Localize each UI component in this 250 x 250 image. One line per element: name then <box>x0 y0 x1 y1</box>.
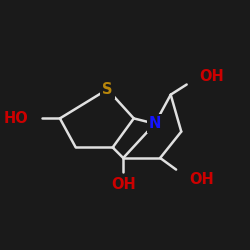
Text: N: N <box>149 116 161 131</box>
Text: HO: HO <box>4 111 28 126</box>
Text: OH: OH <box>200 69 224 84</box>
Text: OH: OH <box>189 172 214 186</box>
Text: OH: OH <box>111 177 136 192</box>
Text: S: S <box>102 82 113 97</box>
